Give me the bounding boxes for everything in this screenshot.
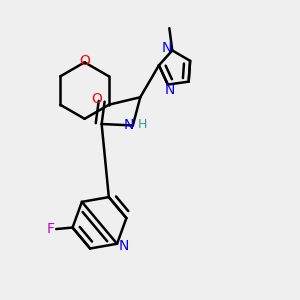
Text: N: N — [164, 83, 175, 97]
Text: O: O — [79, 54, 90, 68]
Text: O: O — [91, 92, 102, 106]
Text: N: N — [124, 118, 134, 132]
Text: F: F — [46, 222, 54, 236]
Text: H: H — [138, 118, 147, 131]
Text: N: N — [118, 239, 129, 253]
Text: N: N — [162, 41, 172, 55]
